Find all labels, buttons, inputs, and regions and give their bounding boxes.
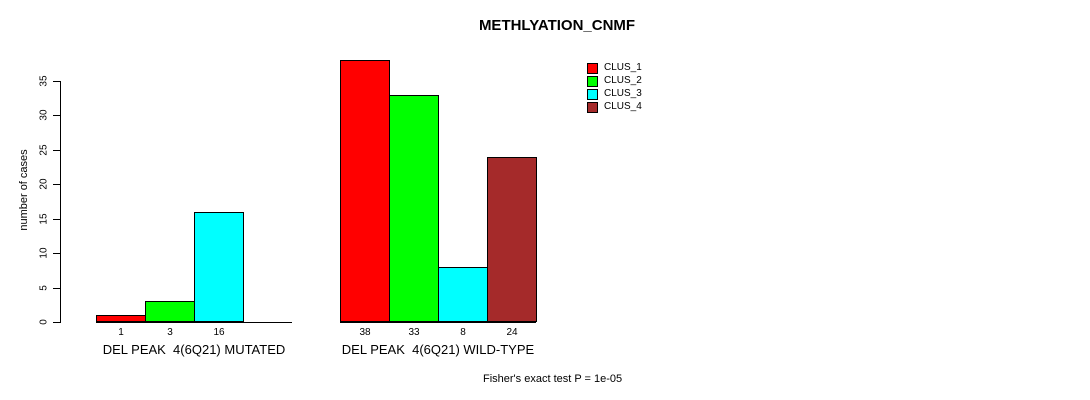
y-axis-tick: [53, 288, 60, 289]
fisher-test-annotation: Fisher's exact test P = 1e-05: [483, 373, 623, 385]
y-axis-tick: [53, 219, 60, 220]
bar-value-label: 1: [118, 327, 124, 338]
legend-label: CLUS_2: [604, 75, 642, 86]
y-axis-line: [60, 81, 61, 323]
bar-clus_4: [487, 157, 537, 322]
y-axis-tick-label: 0: [38, 319, 50, 325]
y-axis-tick: [53, 81, 60, 82]
y-axis-tick-label: 35: [38, 75, 50, 87]
y-axis-tick-label: 15: [38, 213, 50, 225]
legend-swatch-icon: [587, 89, 598, 100]
bar-value-label: 24: [506, 327, 518, 338]
y-axis-tick: [53, 150, 60, 151]
legend-swatch-icon: [587, 76, 598, 87]
bar-value-label: 38: [359, 327, 371, 338]
x-axis-baseline: [96, 322, 292, 323]
bar-value-label: 16: [213, 327, 225, 338]
bar-clus_3: [438, 267, 488, 322]
bar-value-label: 3: [167, 327, 173, 338]
y-axis-tick-label: 10: [38, 247, 50, 259]
bar-clus_2: [389, 95, 439, 322]
legend-swatch-icon: [587, 102, 598, 113]
y-axis-tick: [53, 115, 60, 116]
y-axis-tick: [53, 322, 60, 323]
bar-clus_3: [194, 212, 244, 322]
legend-swatch-icon: [587, 63, 598, 74]
group-label: DEL PEAK 4(6Q21) MUTATED: [102, 342, 286, 357]
y-axis-title: number of cases: [18, 149, 30, 231]
legend-label: CLUS_1: [604, 62, 642, 73]
bar-value-label: 33: [408, 327, 420, 338]
y-axis-tick-label: 5: [38, 285, 50, 291]
y-axis-tick-label: 20: [38, 178, 50, 190]
group-label: DEL PEAK 4(6Q21) WILD-TYPE: [341, 342, 535, 357]
y-axis-tick: [53, 184, 60, 185]
y-axis-tick-label: 25: [38, 144, 50, 156]
y-axis-tick-label: 30: [38, 109, 50, 121]
legend-label: CLUS_3: [604, 88, 642, 99]
x-axis-baseline: [340, 322, 536, 323]
legend-label: CLUS_4: [604, 101, 642, 112]
bar-value-label: 8: [460, 327, 466, 338]
bar-clus_1: [96, 315, 146, 322]
y-axis-tick: [53, 253, 60, 254]
bar-clus_1: [340, 60, 390, 322]
chart-title: METHLYATION_CNMF: [478, 17, 636, 34]
bar-clus_2: [145, 301, 195, 322]
